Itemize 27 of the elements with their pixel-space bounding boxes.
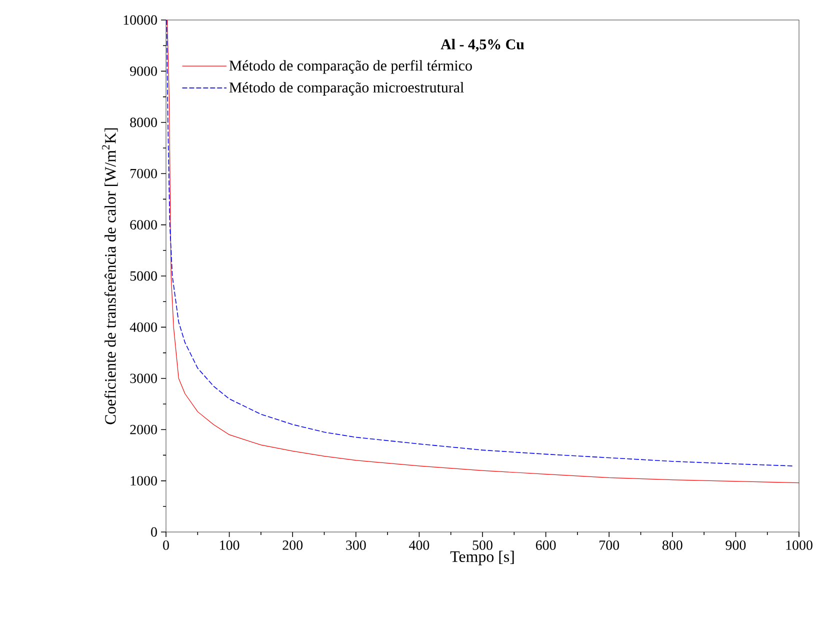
- y-axis-title: Coeficiente de transferência de calor [W/m$^{2}$K]: [102, 128, 118, 424]
- x-axis-title: Tempo [s]: [450, 550, 514, 566]
- x-tick-label: 100: [220, 540, 240, 550]
- y-tick-label: 0: [151, 527, 157, 537]
- y-tick-label: 4000: [130, 322, 157, 332]
- x-tick-label: 200: [282, 540, 303, 550]
- y-tick-label: 2000: [130, 424, 157, 434]
- y-tick-label: 10000: [124, 15, 157, 25]
- y-tick-label: 3000: [130, 374, 157, 384]
- legend-label: Método de comparação microestrutural: [229, 82, 464, 96]
- x-tick-label: 800: [662, 540, 682, 550]
- x-tick-label: 0: [163, 540, 169, 550]
- x-tick-label: 300: [346, 540, 366, 550]
- y-tick-label: 1000: [130, 476, 157, 486]
- x-tick-label: 600: [536, 540, 556, 550]
- x-tick-label: 400: [409, 540, 430, 550]
- x-tick-label: 700: [600, 540, 620, 550]
- y-tick-label: 5000: [130, 271, 157, 281]
- y-tick-label: 9000: [130, 66, 157, 76]
- y-tick-label: 6000: [130, 220, 157, 230]
- annotation: Al - 4,5% Cu: [440, 38, 524, 52]
- y-tick-label: 8000: [130, 118, 157, 128]
- legend-label: Método de comparação de perfil térmico: [229, 60, 472, 74]
- x-tick-label: 1000: [786, 540, 812, 550]
- x-tick-label: 900: [726, 540, 746, 550]
- y-tick-label: 7000: [130, 168, 157, 178]
- x-tick-label: 500: [472, 540, 492, 550]
